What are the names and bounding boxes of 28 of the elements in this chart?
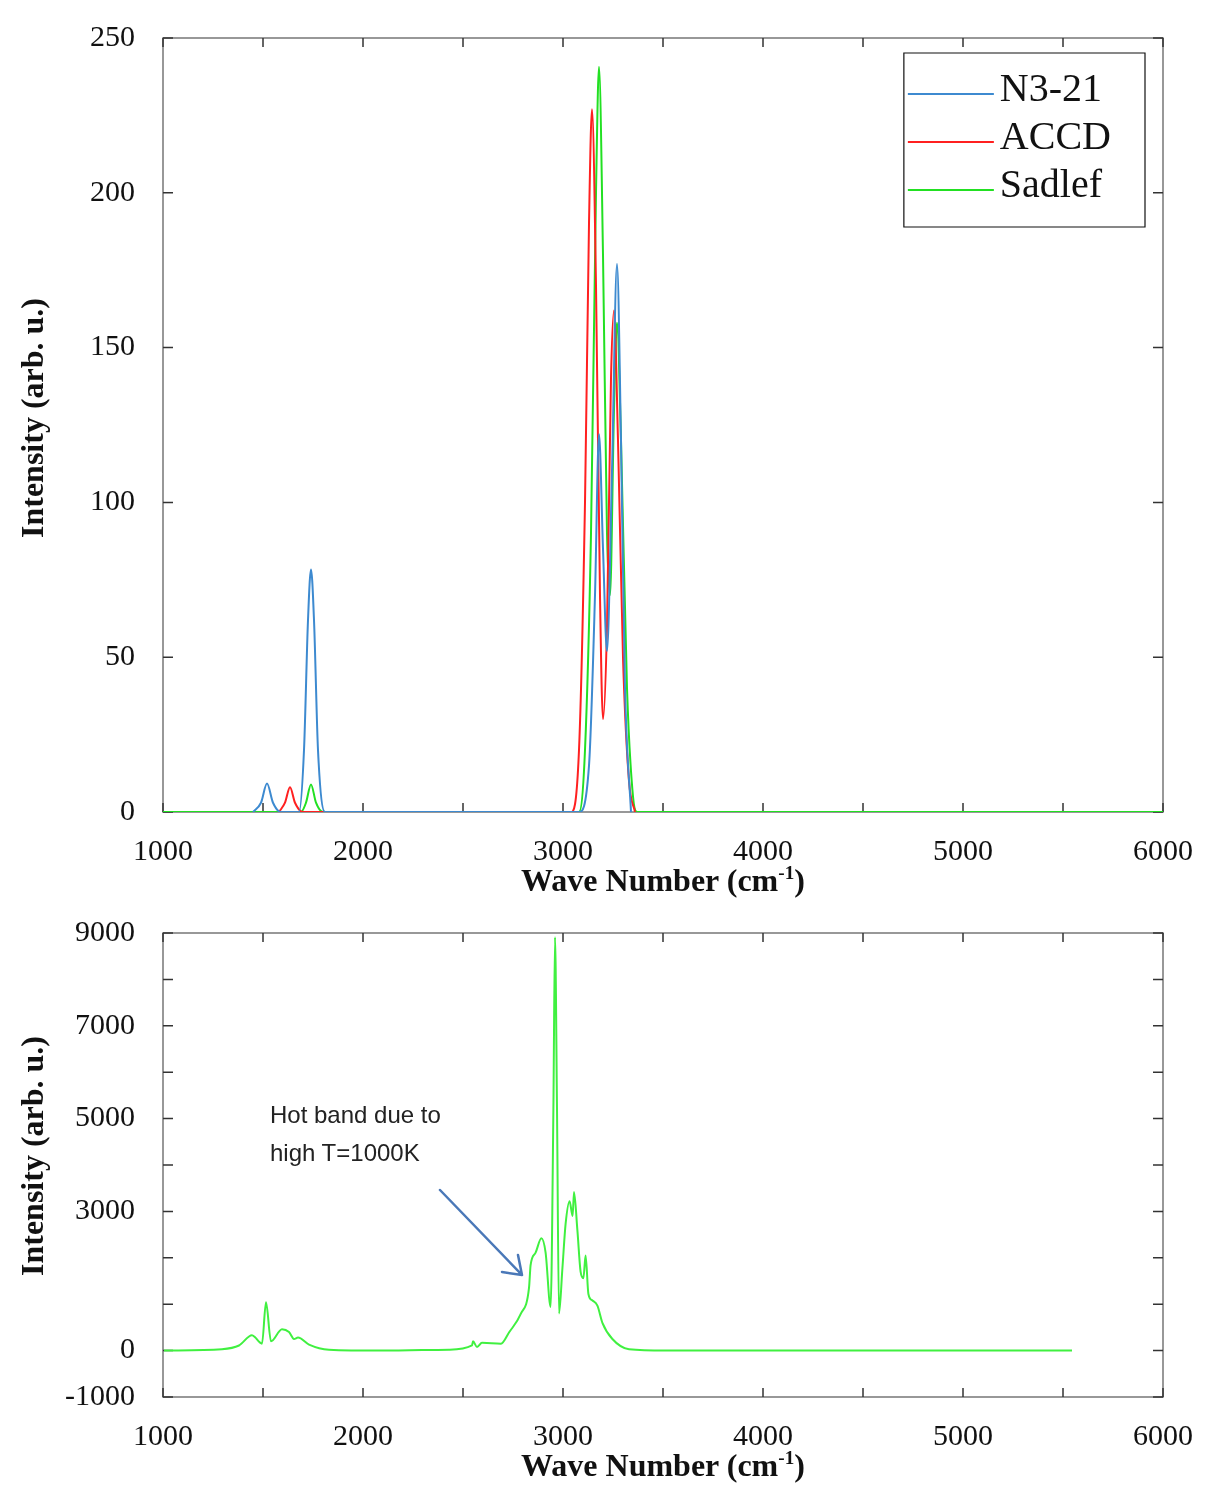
y-tick-label: 250 xyxy=(90,18,135,52)
x-tick-label: 5000 xyxy=(933,832,993,866)
x-tick-label: 6000 xyxy=(1133,1417,1193,1451)
line-series xyxy=(163,936,1073,1352)
line-series xyxy=(252,263,632,812)
x-tick-label: 6000 xyxy=(1133,832,1193,866)
legend-label: Sadlef xyxy=(999,160,1103,206)
x-tick-label: 1000 xyxy=(133,1417,193,1451)
y-tick-label: 150 xyxy=(90,328,135,362)
y-tick-label: 3000 xyxy=(75,1192,135,1226)
y-tick-label: 7000 xyxy=(75,1006,135,1040)
y-tick-label: -1000 xyxy=(65,1377,135,1411)
y-tick-label: 200 xyxy=(90,173,135,207)
x-tick-label: 2000 xyxy=(333,1417,393,1451)
y-tick-label: 100 xyxy=(90,483,135,517)
legend-label: ACCD xyxy=(999,112,1112,158)
y-tick-label: 9000 xyxy=(75,913,135,947)
legend-label: N3-21 xyxy=(999,64,1103,110)
annotation: Hot band due to high T=1000K xyxy=(270,1101,441,1166)
x-tick-label: 5000 xyxy=(933,1417,993,1451)
y-tick-label: 50 xyxy=(105,638,135,672)
y-axis-title: Intensity (arb. u.) xyxy=(13,1035,51,1277)
x-tick-label: 1000 xyxy=(133,832,193,866)
y-axis-title: Intensity (arb. u.) xyxy=(13,297,51,538)
y-tick-label: 5000 xyxy=(75,1099,135,1133)
y-tick-label: 0 xyxy=(120,1331,135,1365)
y-tick-label: 0 xyxy=(120,792,135,826)
x-tick-label: 2000 xyxy=(333,832,393,866)
